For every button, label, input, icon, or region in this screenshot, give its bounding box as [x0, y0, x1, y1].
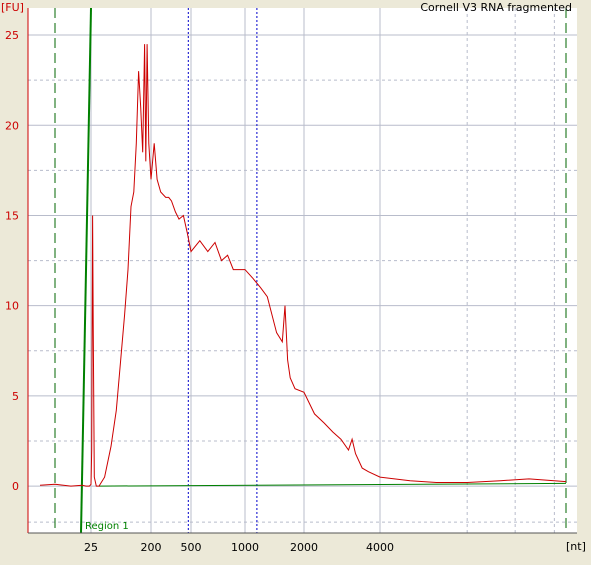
plot-area — [28, 8, 577, 533]
y-tick-label: 5 — [12, 390, 19, 403]
markers — [54, 7, 567, 534]
y-tick-label: 15 — [5, 209, 19, 222]
x-axis-label: [nt] — [566, 540, 586, 553]
x-tick-label: 200 — [141, 541, 162, 554]
x-tick-labels: 25 200 500 1000 2000 4000 — [84, 541, 394, 554]
y-axis-label: [FU] — [1, 1, 24, 14]
x-tick-label: 4000 — [366, 541, 394, 554]
grid — [28, 8, 577, 533]
chart-title: Cornell V3 RNA fragmented — [420, 1, 572, 14]
x-tick-label: 1000 — [231, 541, 259, 554]
y-tick-label: 20 — [5, 119, 19, 132]
y-tick-label: 0 — [12, 480, 19, 493]
y-tick-labels: 0 5 10 15 20 25 — [5, 29, 19, 493]
region-start-marker — [80, 7, 92, 534]
y-tick-label: 25 — [5, 29, 19, 42]
x-tick-label: 500 — [181, 541, 202, 554]
x-tick-label: 25 — [84, 541, 98, 554]
x-tick-label: 2000 — [290, 541, 318, 554]
baseline-trace — [98, 482, 567, 487]
y-tick-label: 10 — [5, 300, 19, 313]
fluorescence-trace — [39, 44, 567, 487]
region-label: Region 1 — [85, 521, 129, 532]
